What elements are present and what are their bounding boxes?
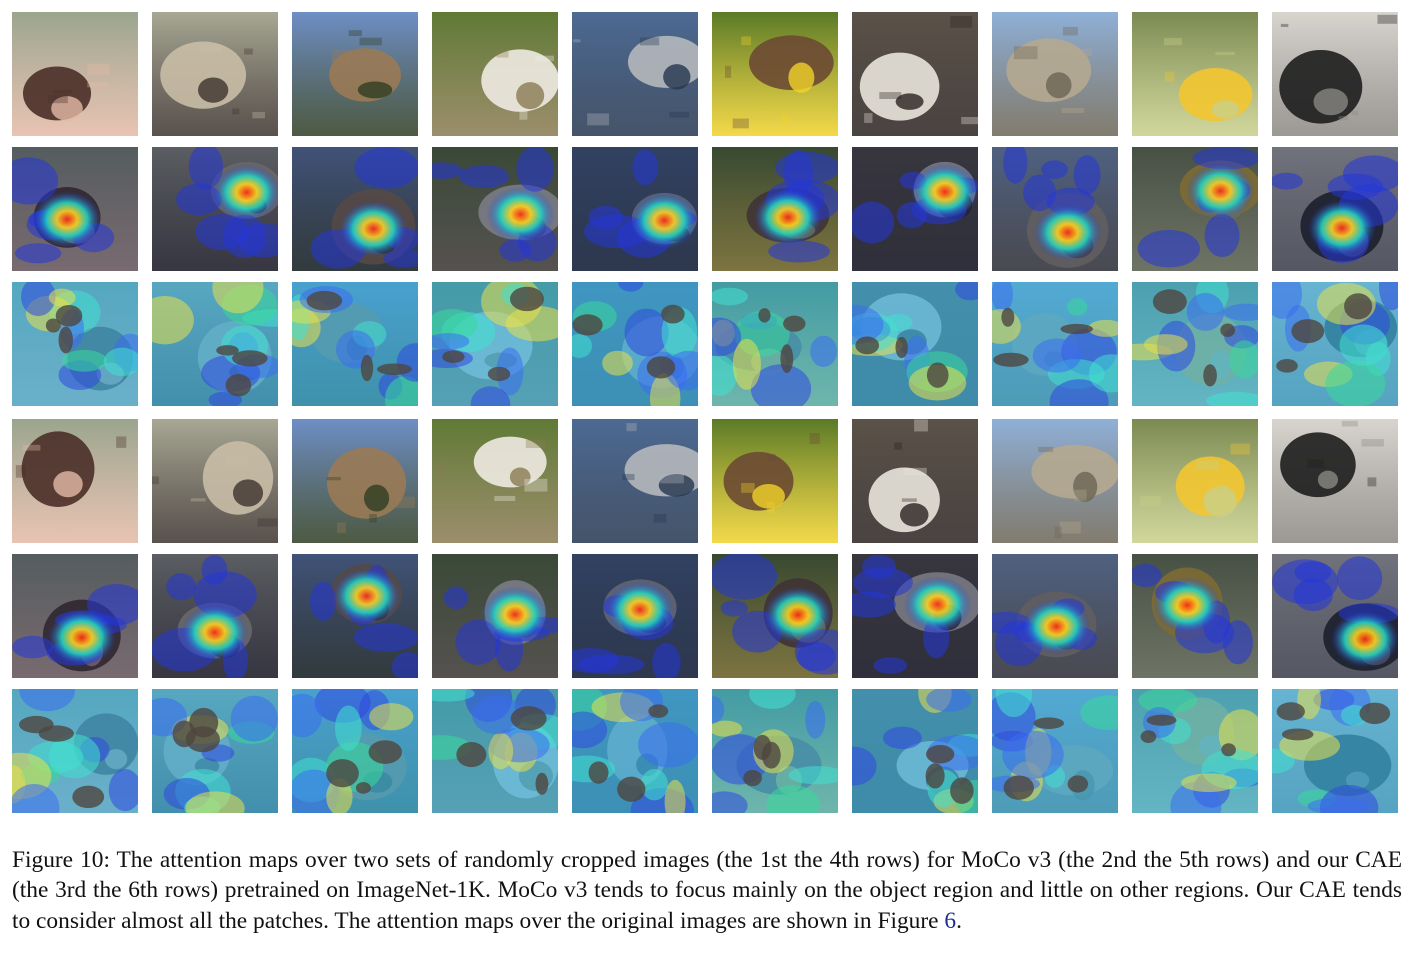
photo-white-terrier — [852, 12, 978, 136]
cae-attention-bell-tower — [292, 282, 418, 406]
cae-attention-white-terrier — [852, 282, 978, 406]
cae-attention-white-dog-grass — [432, 282, 558, 406]
moco-attention-butterfly — [712, 554, 838, 678]
moco-attention-bell-tower — [292, 147, 418, 271]
photo-aircraft-carrier — [572, 12, 698, 136]
cae-attention-bell-tower — [292, 689, 418, 813]
photo-white-terrier — [852, 419, 978, 543]
moco-attention-person — [12, 554, 138, 678]
moco-attention-butterfly — [712, 147, 838, 271]
cae-attention-dam — [992, 689, 1118, 813]
photo-white-dog-grass — [432, 12, 558, 136]
cae-attention-stingray — [152, 282, 278, 406]
cae-attention-aircraft-carrier — [572, 282, 698, 406]
photo-bell-tower — [292, 419, 418, 543]
photo-dam — [992, 419, 1118, 543]
photo-aircraft-carrier — [572, 419, 698, 543]
cae-attention-stingray — [152, 689, 278, 813]
moco-attention-aircraft-carrier — [572, 147, 698, 271]
moco-attention-bell-tower — [292, 554, 418, 678]
photo-yellow-flowers — [1132, 12, 1258, 136]
moco-attention-white-dog-grass — [432, 147, 558, 271]
figure-caption: Figure 10: The attention maps over two s… — [12, 845, 1402, 936]
cae-attention-yellow-flowers — [1132, 689, 1258, 813]
moco-attention-yellow-flowers — [1132, 554, 1258, 678]
caption-end: . — [956, 907, 962, 934]
cae-attention-yellow-flowers — [1132, 282, 1258, 406]
cae-attention-butterfly — [712, 689, 838, 813]
cae-attention-white-dog-grass — [432, 689, 558, 813]
photo-black-dog — [1272, 12, 1398, 136]
cae-attention-white-terrier — [852, 689, 978, 813]
photo-bell-tower — [292, 12, 418, 136]
moco-attention-aircraft-carrier — [572, 554, 698, 678]
cae-attention-black-dog — [1272, 282, 1398, 406]
moco-attention-stingray — [152, 147, 278, 271]
moco-attention-stingray — [152, 554, 278, 678]
cae-attention-black-dog — [1272, 689, 1398, 813]
cae-attention-aircraft-carrier — [572, 689, 698, 813]
figure-reference-link[interactable]: 6 — [944, 907, 957, 934]
moco-attention-person — [12, 147, 138, 271]
moco-attention-black-dog — [1272, 147, 1398, 271]
cae-attention-person — [12, 689, 138, 813]
photo-yellow-flowers — [1132, 419, 1258, 543]
photo-person — [12, 419, 138, 543]
moco-attention-white-dog-grass — [432, 554, 558, 678]
photo-black-dog — [1272, 419, 1398, 543]
photo-stingray — [152, 12, 278, 136]
photo-white-dog-grass — [432, 419, 558, 543]
moco-attention-white-terrier — [852, 147, 978, 271]
photo-person — [12, 12, 138, 136]
cae-attention-butterfly — [712, 282, 838, 406]
moco-attention-black-dog — [1272, 554, 1398, 678]
moco-attention-white-terrier — [852, 554, 978, 678]
moco-attention-dam — [992, 554, 1118, 678]
moco-attention-yellow-flowers — [1132, 147, 1258, 271]
cae-attention-dam — [992, 282, 1118, 406]
photo-butterfly — [712, 419, 838, 543]
photo-dam — [992, 12, 1118, 136]
photo-stingray — [152, 419, 278, 543]
moco-attention-dam — [992, 147, 1118, 271]
attention-map-grid — [12, 12, 1398, 813]
photo-butterfly — [712, 12, 838, 136]
caption-text: Figure 10: The attention maps over two s… — [12, 847, 1402, 934]
cae-attention-person — [12, 282, 138, 406]
